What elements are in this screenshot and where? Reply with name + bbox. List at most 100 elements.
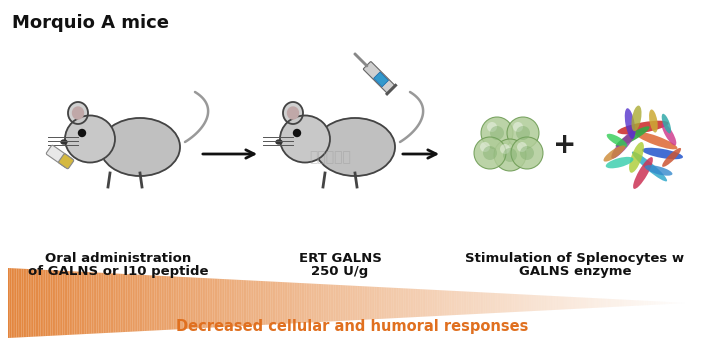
- Polygon shape: [39, 270, 40, 337]
- Polygon shape: [129, 274, 131, 332]
- Polygon shape: [541, 295, 543, 310]
- Polygon shape: [496, 293, 497, 313]
- Polygon shape: [648, 301, 649, 305]
- FancyBboxPatch shape: [58, 154, 74, 169]
- Polygon shape: [379, 287, 382, 319]
- Polygon shape: [30, 269, 32, 337]
- Polygon shape: [277, 282, 279, 324]
- Polygon shape: [42, 270, 44, 336]
- Ellipse shape: [645, 165, 672, 176]
- Polygon shape: [649, 301, 650, 305]
- Polygon shape: [111, 273, 112, 333]
- Polygon shape: [489, 293, 491, 313]
- Ellipse shape: [61, 140, 67, 144]
- Text: Decreased cellular and humoral responses: Decreased cellular and humoral responses: [176, 319, 528, 334]
- Polygon shape: [146, 275, 148, 331]
- Polygon shape: [298, 283, 300, 323]
- Polygon shape: [276, 282, 277, 324]
- Polygon shape: [194, 277, 196, 328]
- Polygon shape: [54, 270, 56, 336]
- Polygon shape: [543, 295, 545, 310]
- Polygon shape: [187, 277, 189, 329]
- Polygon shape: [34, 269, 35, 337]
- Polygon shape: [301, 283, 303, 323]
- Polygon shape: [524, 295, 527, 312]
- Circle shape: [487, 122, 497, 132]
- Polygon shape: [412, 289, 414, 317]
- Polygon shape: [588, 298, 589, 308]
- Polygon shape: [226, 279, 228, 327]
- Polygon shape: [339, 285, 341, 321]
- Polygon shape: [613, 299, 615, 307]
- Polygon shape: [284, 282, 286, 324]
- Polygon shape: [385, 287, 386, 319]
- Circle shape: [483, 146, 497, 160]
- Polygon shape: [630, 300, 632, 306]
- Polygon shape: [358, 286, 359, 320]
- Polygon shape: [315, 284, 317, 322]
- Polygon shape: [155, 276, 156, 331]
- Polygon shape: [559, 296, 560, 310]
- Polygon shape: [300, 283, 301, 323]
- Polygon shape: [306, 283, 308, 323]
- Polygon shape: [149, 275, 151, 331]
- Polygon shape: [359, 286, 361, 320]
- Polygon shape: [484, 293, 485, 314]
- Polygon shape: [335, 285, 337, 321]
- Polygon shape: [158, 276, 160, 330]
- Polygon shape: [296, 283, 298, 323]
- Polygon shape: [406, 288, 407, 318]
- Text: Stimulation of Splenocytes w: Stimulation of Splenocytes w: [465, 252, 684, 265]
- Polygon shape: [260, 281, 262, 325]
- Polygon shape: [472, 292, 474, 314]
- Polygon shape: [591, 298, 593, 308]
- Polygon shape: [179, 277, 180, 329]
- Ellipse shape: [605, 157, 634, 168]
- Polygon shape: [458, 291, 460, 315]
- Polygon shape: [234, 279, 237, 326]
- Polygon shape: [163, 276, 165, 330]
- Polygon shape: [426, 289, 427, 316]
- Ellipse shape: [642, 148, 683, 159]
- Ellipse shape: [633, 157, 653, 189]
- Polygon shape: [165, 276, 167, 330]
- Circle shape: [294, 130, 301, 137]
- Ellipse shape: [662, 114, 671, 133]
- Polygon shape: [642, 301, 644, 306]
- Polygon shape: [272, 282, 274, 325]
- Polygon shape: [601, 298, 603, 308]
- Polygon shape: [598, 298, 600, 308]
- Polygon shape: [96, 272, 99, 333]
- Polygon shape: [294, 283, 296, 323]
- Ellipse shape: [276, 140, 282, 144]
- Polygon shape: [93, 272, 95, 334]
- Polygon shape: [70, 271, 71, 335]
- Polygon shape: [148, 275, 149, 331]
- Polygon shape: [596, 298, 598, 308]
- Circle shape: [516, 126, 530, 140]
- Polygon shape: [256, 281, 257, 325]
- Polygon shape: [76, 271, 78, 334]
- Circle shape: [507, 117, 539, 149]
- Polygon shape: [569, 297, 571, 309]
- Polygon shape: [63, 271, 64, 335]
- Polygon shape: [27, 269, 28, 337]
- Polygon shape: [317, 284, 318, 322]
- Polygon shape: [173, 276, 175, 329]
- Polygon shape: [485, 293, 487, 314]
- Ellipse shape: [280, 115, 330, 163]
- Polygon shape: [237, 280, 238, 326]
- Polygon shape: [233, 279, 234, 326]
- Polygon shape: [78, 272, 80, 334]
- Text: 英龄生生物: 英龄生生物: [309, 150, 351, 164]
- Polygon shape: [539, 295, 540, 311]
- Polygon shape: [375, 287, 376, 319]
- Polygon shape: [632, 300, 634, 306]
- Text: +: +: [553, 131, 577, 159]
- Polygon shape: [267, 281, 269, 325]
- Polygon shape: [318, 284, 320, 322]
- Polygon shape: [184, 277, 185, 329]
- Polygon shape: [134, 275, 136, 332]
- Polygon shape: [344, 285, 346, 321]
- Polygon shape: [594, 298, 596, 308]
